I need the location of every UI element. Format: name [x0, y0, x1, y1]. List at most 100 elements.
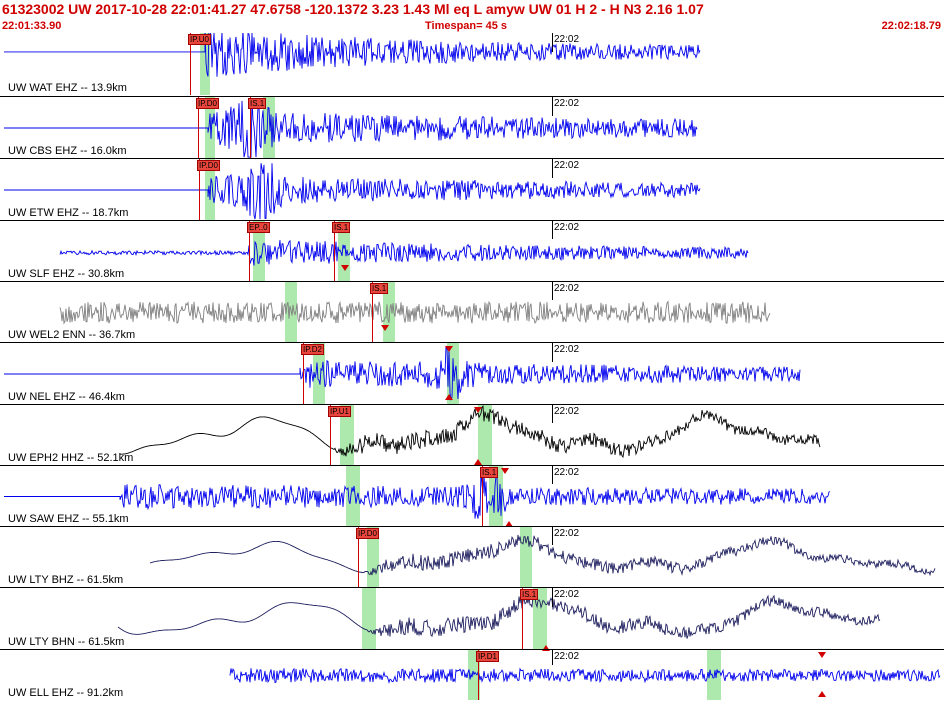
- trace-label[interactable]: UW WAT EHZ -- 13.9km: [8, 82, 127, 94]
- pick-tag[interactable]: IS.1: [332, 222, 351, 233]
- start-time-label: 22:01:33.90: [2, 20, 62, 32]
- pick-tag[interactable]: IS.1: [370, 283, 389, 294]
- waveform: [4, 163, 701, 220]
- pick-highlight-band: [362, 588, 376, 649]
- trace-label[interactable]: UW ELL EHZ -- 91.2km: [8, 687, 124, 699]
- trace-label[interactable]: UW EPH2 HHZ -- 52.1km: [8, 452, 134, 464]
- end-time-label: 22:02:18.79: [881, 20, 941, 32]
- pick-tag[interactable]: IP.U0: [188, 34, 211, 45]
- pick-tag[interactable]: IS.1: [520, 589, 539, 600]
- time-tick: [552, 650, 553, 665]
- pick-tag[interactable]: IS.1: [248, 98, 267, 109]
- waveform: [59, 239, 749, 266]
- amplitude-marker[interactable]: [818, 690, 826, 697]
- trace-panel[interactable]: IP.D1 22:02 UW ELL EHZ -- 91.2km: [0, 649, 944, 701]
- waveform: [4, 469, 831, 519]
- amplitude-marker[interactable]: [381, 324, 389, 331]
- event-header-text: 61323002 UW 2017-10-28 22:01:41.27 47.67…: [2, 1, 704, 17]
- trace-panel[interactable]: IP.D2 22:02 UW NEL EHZ -- 46.4km: [0, 342, 944, 405]
- amplitude-marker[interactable]: [474, 406, 482, 413]
- pick-line[interactable]: [482, 466, 483, 526]
- amplitude-marker[interactable]: [501, 467, 509, 474]
- pick-highlight-band: [313, 343, 325, 404]
- pick-line[interactable]: [522, 588, 523, 649]
- trace-panel[interactable]: IP.U0 22:02 UW WAT EHZ -- 13.9km: [0, 33, 944, 96]
- pick-highlight-band: [200, 33, 210, 95]
- pick-line[interactable]: [358, 527, 359, 587]
- event-header: 61323002 UW 2017-10-28 22:01:41.27 47.67…: [0, 0, 944, 20]
- pick-tag[interactable]: IP.D0: [356, 528, 379, 539]
- pick-line[interactable]: [199, 159, 200, 220]
- time-tick: [552, 221, 553, 239]
- time-tick: [552, 97, 553, 116]
- time-tick-label: 22:02: [554, 283, 580, 294]
- time-tick-label: 22:02: [554, 98, 580, 109]
- pick-highlight-band: [489, 466, 503, 526]
- trace-panel[interactable]: IS.1 22:02 UW SAW EHZ -- 55.1km: [0, 465, 944, 527]
- amplitude-marker[interactable]: [542, 645, 550, 652]
- time-tick-label: 22:02: [554, 34, 580, 45]
- pick-line[interactable]: [303, 343, 304, 404]
- trace-label[interactable]: UW ETW EHZ -- 18.7km: [8, 207, 129, 219]
- pick-tag[interactable]: EP..0: [247, 222, 270, 233]
- waveform: [59, 300, 771, 325]
- pick-line[interactable]: [334, 221, 335, 281]
- waveform: [229, 667, 941, 684]
- pick-highlight-band: [533, 588, 547, 649]
- pick-tag[interactable]: IP.D1: [476, 651, 499, 662]
- time-tick: [552, 466, 553, 484]
- amplitude-marker[interactable]: [474, 458, 482, 465]
- time-tick-label: 22:02: [554, 344, 580, 355]
- time-tick: [552, 588, 553, 607]
- trace-label[interactable]: UW LTY BHZ -- 61.5km: [8, 574, 124, 586]
- amplitude-marker[interactable]: [505, 520, 513, 527]
- pick-highlight-band: [205, 159, 215, 220]
- amplitude-marker[interactable]: [445, 393, 453, 400]
- amplitude-marker[interactable]: [445, 346, 453, 353]
- trace-panel[interactable]: IS.1 22:02 UW LTY BHN -- 61.5km: [0, 587, 944, 652]
- trace-label[interactable]: UW WEL2 ENN -- 36.7km: [8, 329, 136, 341]
- trace-label[interactable]: UW LTY BHN -- 61.5km: [8, 636, 125, 648]
- trace-panel[interactable]: IP.D0 22:02 UW LTY BHZ -- 61.5km: [0, 526, 944, 588]
- pick-tag[interactable]: IP.D0: [197, 160, 220, 171]
- pick-highlight-band: [346, 466, 360, 526]
- pick-line[interactable]: [198, 97, 199, 158]
- amplitude-marker[interactable]: [818, 652, 826, 659]
- time-tick: [552, 527, 553, 545]
- pick-tag[interactable]: IP.D0: [196, 98, 219, 109]
- time-tick-label: 22:02: [554, 651, 580, 662]
- pick-tag[interactable]: IP.U1: [328, 406, 351, 417]
- time-subheader: 22:01:33.90 Timespan= 45 s 22:02:18.79: [0, 20, 944, 33]
- time-tick: [552, 282, 553, 300]
- pick-tag[interactable]: IP.D2: [301, 344, 324, 355]
- trace-panel[interactable]: IS.1 22:02 UW WEL2 ENN -- 36.7km: [0, 281, 944, 343]
- timespan-label: Timespan= 45 s: [425, 20, 508, 32]
- trace-label[interactable]: UW NEL EHZ -- 46.4km: [8, 391, 125, 403]
- waveform: [4, 99, 698, 158]
- waveform: [4, 33, 701, 77]
- trace-panel[interactable]: IP.D0 22:02 UW ETW EHZ -- 18.7km: [0, 158, 944, 221]
- pick-line[interactable]: [478, 650, 479, 700]
- time-tick-label: 22:02: [554, 160, 580, 171]
- pick-line[interactable]: [330, 405, 331, 465]
- time-tick: [552, 405, 553, 423]
- pick-line[interactable]: [372, 282, 373, 342]
- trace-panel[interactable]: EP..0 IS.1 22:02 UW SLF EHZ -- 30.8km: [0, 220, 944, 282]
- trace-label[interactable]: UW CBS EHZ -- 16.0km: [8, 145, 127, 157]
- pick-line[interactable]: [190, 33, 191, 95]
- trace-label[interactable]: UW SLF EHZ -- 30.8km: [8, 268, 125, 280]
- pick-tag[interactable]: IS.1: [480, 467, 499, 478]
- amplitude-marker[interactable]: [341, 264, 349, 271]
- trace-panel[interactable]: IP.U1 22:02 UW EPH2 HHZ -- 52.1km: [0, 404, 944, 466]
- time-tick-label: 22:02: [554, 406, 580, 417]
- pick-line[interactable]: [249, 221, 250, 281]
- waveform: [119, 405, 821, 459]
- pick-line[interactable]: [250, 97, 251, 158]
- trace-label[interactable]: UW SAW EHZ -- 55.1km: [8, 513, 129, 525]
- waveform: [4, 345, 801, 401]
- trace-panel[interactable]: IP.D0 IS.1 22:02 UW CBS EHZ -- 16.0km: [0, 96, 944, 159]
- trace-panels[interactable]: IP.U0 22:02 UW WAT EHZ -- 13.9km IP.D0 IS.1 2…: [0, 33, 944, 700]
- time-tick-label: 22:02: [554, 467, 580, 478]
- time-tick-label: 22:02: [554, 528, 580, 539]
